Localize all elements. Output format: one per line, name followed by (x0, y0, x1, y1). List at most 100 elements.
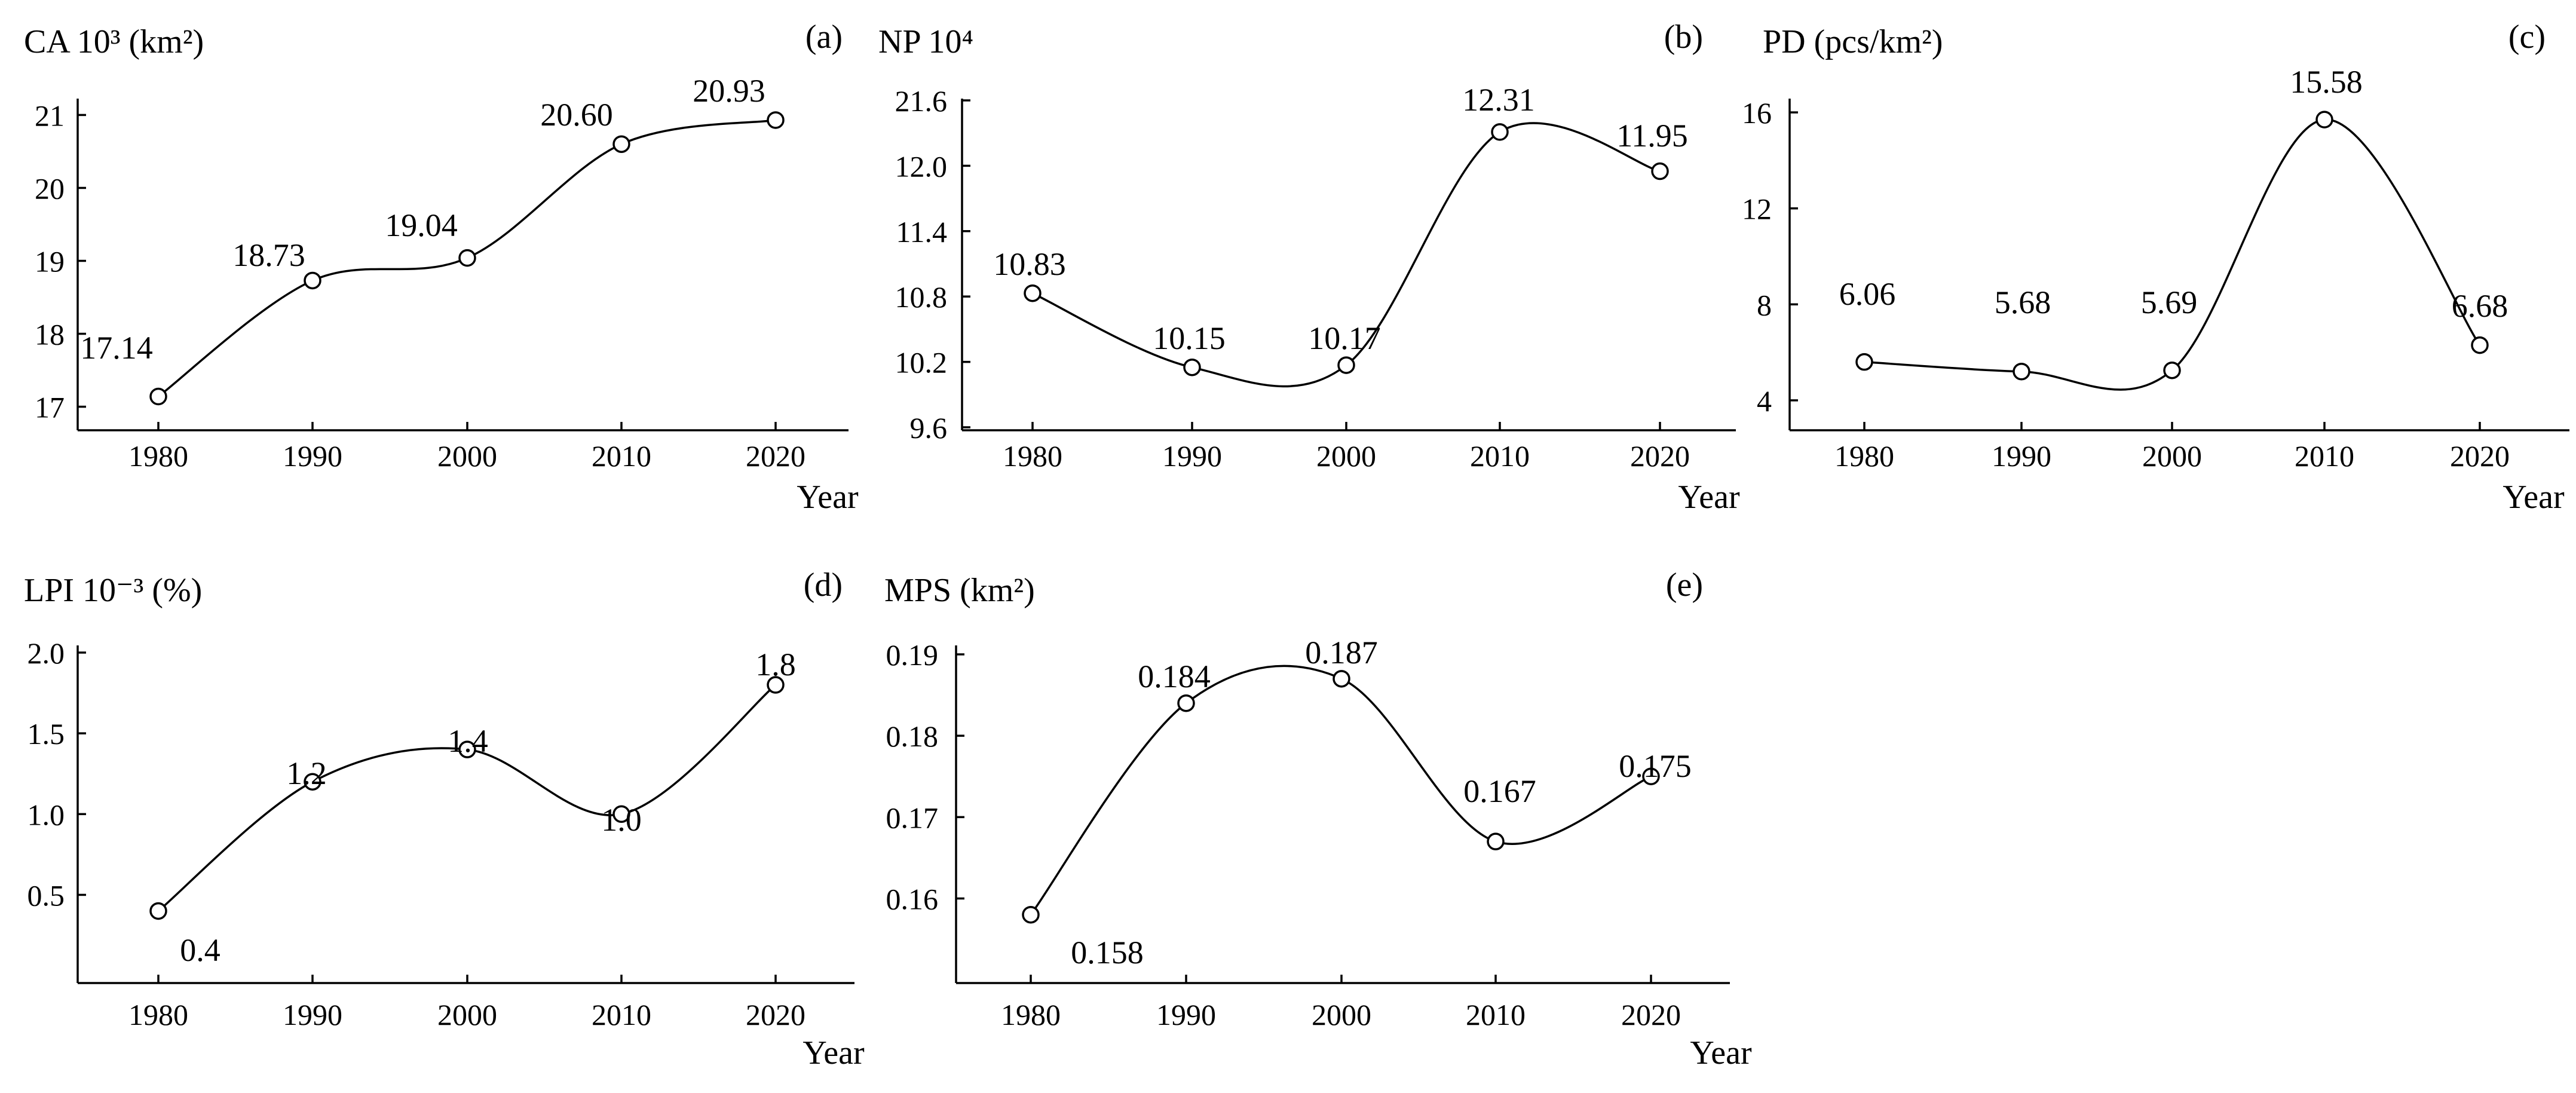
chart-d-x-tick-label: 1980 (128, 998, 188, 1031)
chart-c-data-point (2163, 361, 2181, 379)
chart-c-x-tick-label: 1980 (1834, 439, 1894, 473)
chart-b-data-label: 10.83 (993, 246, 1066, 282)
chart-e-y-tick-label: 0.16 (886, 882, 939, 916)
chart-a-data-point (767, 111, 785, 129)
chart-b-x-tick-label: 2020 (1630, 439, 1690, 473)
chart-b-y-tick-label: 21.6 (895, 84, 948, 118)
chart-e-x-axis-label: Year (1690, 1034, 1752, 1071)
chart-a-x-tick-label: 1980 (128, 439, 188, 473)
chart-c-y-tick-label: 8 (1757, 288, 1772, 322)
chart-c-panel-label: (c) (2508, 19, 2546, 56)
chart-a-x-tick-label: 1990 (283, 439, 342, 473)
chart-c-x-tick-label: 2000 (2142, 439, 2202, 473)
chart-a-x-tick-label: 2010 (592, 439, 651, 473)
chart-b-panel-label: (b) (1664, 19, 1703, 56)
chart-c-x-axis-label: Year (2503, 479, 2565, 516)
chart-d-y-tick-label: 1.5 (27, 717, 65, 751)
chart-c-data-point (2471, 336, 2489, 354)
chart-a-x-axis-label: Year (797, 479, 859, 516)
chart-a-x-tick-label: 2000 (437, 439, 497, 473)
chart-c-series-line (1864, 118, 2481, 391)
chart-b-data-point (1491, 123, 1509, 141)
chart-e-data-point (1333, 670, 1350, 688)
chart-d-data-point (149, 902, 167, 920)
chart-b-data-point (1651, 162, 1669, 180)
chart-b-data-label: 10.15 (1153, 320, 1226, 356)
chart-c-data-point (1855, 353, 1873, 371)
chart-e-y-tick-label: 0.18 (886, 720, 939, 753)
chart-a-data-point (149, 387, 167, 406)
chart-d-data-point (304, 773, 321, 791)
chart-e-data-point (1177, 694, 1195, 712)
chart-e-x-tick-label: 2000 (1312, 998, 1371, 1031)
chart-c-y-tick-label: 16 (1742, 96, 1772, 130)
chart-c-x-tick-label: 1990 (1992, 439, 2051, 473)
chart-d-data-point (458, 740, 476, 758)
chart-b-y-tick-label: 9.6 (910, 411, 948, 445)
chart-a-data-point (458, 249, 476, 267)
chart-a-data-label: 20.93 (693, 73, 765, 109)
chart-d-y-tick-label: 1.0 (27, 798, 65, 831)
chart-e-data-label: 0.167 (1463, 773, 1536, 809)
chart-b-y-tick-label: 10.8 (895, 280, 948, 314)
chart-a-y-tick-label: 19 (35, 245, 65, 278)
chart-e-data-label: 0.184 (1138, 659, 1211, 694)
chart-b-series-line (1032, 122, 1661, 388)
chart-c-data-label: 5.68 (1995, 284, 2051, 320)
chart-d-x-tick-label: 2010 (592, 998, 651, 1031)
chart-d-data-point (612, 805, 630, 823)
chart-a-x-tick-label: 2020 (746, 439, 805, 473)
chart-d-data-label: 1.0 (601, 802, 642, 838)
chart-b-data-point (1024, 284, 1042, 302)
chart-c-data-label: 15.58 (2290, 64, 2363, 100)
chart-d-x-axis-label: Year (802, 1034, 865, 1071)
chart-c-data-point (2013, 362, 2030, 381)
chart-b-x-axis-label: Year (1678, 479, 1740, 516)
chart-c-data-label: 6.06 (1839, 276, 1896, 312)
chart-d-x-tick-label: 2020 (746, 998, 805, 1031)
chart-d-panel-label: (d) (804, 567, 843, 604)
chart-c-data-label: 5.69 (2141, 284, 2198, 320)
chart-a-data-label: 17.14 (80, 330, 153, 366)
chart-d-title: LPI 10⁻³ (%) (24, 572, 202, 609)
chart-e-data-point (1022, 905, 1040, 924)
chart-b-y-tick-label: 12.0 (895, 149, 948, 183)
chart-a-title: CA 10³ (km²) (24, 23, 204, 60)
chart-c-data-label: 6.68 (2452, 288, 2508, 324)
chart-e-data-label: 0.158 (1071, 935, 1144, 970)
chart-d-data-label: 0.4 (180, 932, 220, 968)
chart-a-y-tick-label: 17 (35, 391, 65, 424)
chart-a-data-label: 19.04 (385, 207, 458, 243)
chart-e-title: MPS (km²) (884, 572, 1035, 609)
chart-c-y-tick-label: 4 (1757, 384, 1772, 418)
chart-d-x-tick-label: 2000 (437, 998, 497, 1031)
chart-b-data-point (1183, 358, 1201, 376)
chart-b-title: NP 10⁴ (878, 23, 973, 60)
chart-e-data-label: 0.187 (1305, 635, 1378, 671)
chart-d-data-label: 1.2 (286, 755, 327, 791)
chart-d-y-tick-label: 2.0 (27, 636, 65, 670)
chart-b-y-tick-label: 11.4 (896, 215, 947, 249)
chart-a-y-tick-label: 20 (35, 172, 65, 205)
chart-a-y-tick-label: 18 (35, 318, 65, 351)
chart-d-y-tick-label: 0.5 (27, 878, 65, 912)
chart-a-data-point (304, 271, 321, 290)
chart-b-data-label: 11.95 (1616, 118, 1688, 154)
chart-b-x-tick-label: 1980 (1003, 439, 1062, 473)
chart-a-data-point (612, 135, 630, 153)
chart-e-data-label: 0.175 (1619, 748, 1692, 784)
chart-a-data-label: 20.60 (540, 97, 613, 133)
chart-b-x-tick-label: 2010 (1470, 439, 1530, 473)
chart-d-data-label: 1.4 (448, 723, 488, 759)
chart-b-y-tick-label: 10.2 (895, 346, 948, 379)
chart-c-x-tick-label: 2020 (2450, 439, 2510, 473)
chart-b-x-tick-label: 1990 (1162, 439, 1222, 473)
chart-e-data-point (1642, 767, 1660, 785)
chart-b-data-label: 12.31 (1462, 82, 1535, 118)
chart-c-x-tick-label: 2010 (2295, 439, 2354, 473)
chart-b-data-label: 10.17 (1308, 320, 1381, 356)
chart-a-panel-label: (a) (805, 19, 843, 56)
chart-e-panel-label: (e) (1666, 567, 1703, 604)
